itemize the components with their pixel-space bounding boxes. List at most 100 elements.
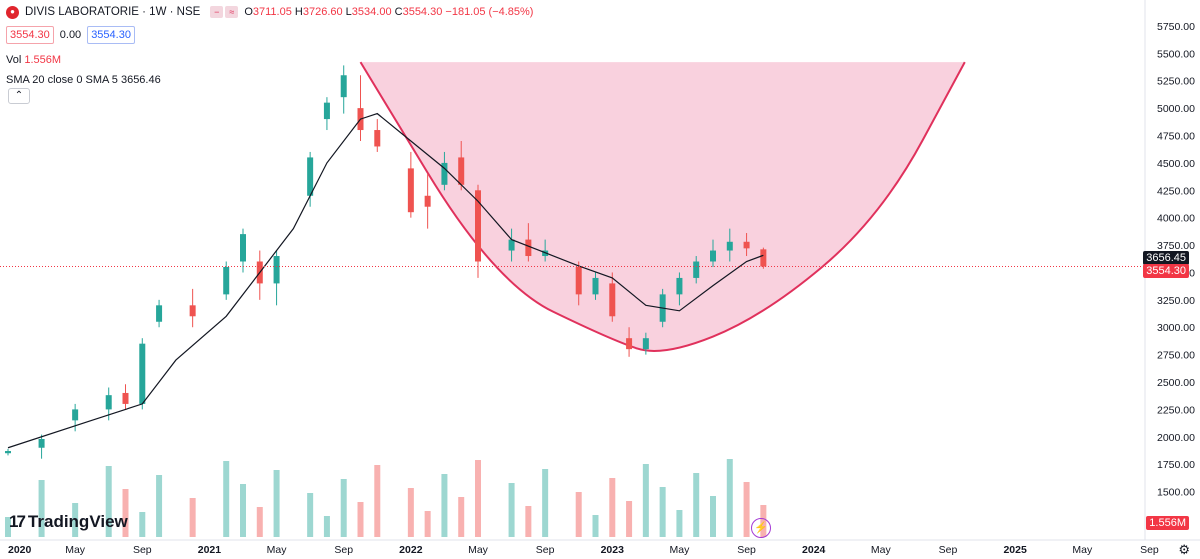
candle-body[interactable] <box>743 241 750 249</box>
volume-bar <box>592 515 599 537</box>
candle-body[interactable] <box>307 157 314 196</box>
volume-bar <box>307 493 314 537</box>
candle-body[interactable] <box>710 250 716 262</box>
time-tick-label: May <box>871 544 892 556</box>
volume-price-tag: 1.556M <box>1146 516 1189 530</box>
time-tick-label: Sep <box>536 544 555 556</box>
market-status-icon[interactable]: − <box>210 6 224 18</box>
time-tick-label: 2023 <box>601 544 625 556</box>
sma-legend[interactable]: SMA 20 close 0 SMA 5 3656.46 <box>6 74 161 86</box>
symbol-title[interactable]: DIVIS LABORATORIE · 1W · NSE <box>25 6 201 18</box>
price-tick-label: 4750.00 <box>1157 131 1195 143</box>
volume-bar <box>542 469 549 537</box>
candle-body[interactable] <box>374 130 381 147</box>
candle-body[interactable] <box>189 305 196 317</box>
gear-icon[interactable]: ⚙ <box>1178 542 1190 557</box>
volume-legend[interactable]: Vol 1.556M <box>6 54 62 66</box>
spread-value: 0.00 <box>59 29 82 41</box>
candle-body[interactable] <box>475 190 481 262</box>
sma-20-line[interactable] <box>7 112 764 449</box>
time-axis[interactable]: 2020 May Sep 2021 May Sep 2022 May Sep 2023 May Sep… <box>0 539 1200 556</box>
candle-body[interactable] <box>340 75 347 98</box>
delay-status-icon[interactable]: ≈ <box>225 6 239 18</box>
candle-body[interactable] <box>273 256 280 284</box>
candle-body[interactable] <box>642 338 649 350</box>
collapse-legend-button[interactable]: ⌃ <box>8 88 30 104</box>
candle-body[interactable] <box>122 392 129 404</box>
time-tick-label: 2020 <box>8 544 32 556</box>
volume-bar <box>743 482 750 537</box>
volume-bar <box>122 489 129 537</box>
price-tick-label: 4250.00 <box>1157 185 1195 197</box>
volume-bar <box>407 488 414 537</box>
price-tick-label: 2750.00 <box>1157 350 1195 362</box>
candle-body[interactable] <box>508 239 515 251</box>
cup-pattern-curve[interactable] <box>359 61 966 352</box>
tradingview-logo-icon: 17 <box>9 512 26 531</box>
volume-bar <box>357 502 364 537</box>
candle-body[interactable] <box>760 249 767 267</box>
volume-bar <box>659 487 666 537</box>
volume-bar <box>340 479 347 537</box>
price-tick-label: 2000.00 <box>1157 432 1195 444</box>
tradingview-watermark[interactable]: 17 TradingView <box>9 512 128 531</box>
candle-body[interactable] <box>458 157 465 185</box>
divis-logo-icon: ● <box>6 5 19 19</box>
ohlc-values: O3711.05 H3726.60 L3534.00 C3554.30 −181… <box>244 6 534 18</box>
time-tick-label: May <box>65 544 86 556</box>
volume-bar <box>424 511 431 537</box>
volume-bars <box>5 459 767 537</box>
price-tick-label: 5000.00 <box>1157 103 1195 115</box>
volume-bar <box>240 484 246 537</box>
candle-body[interactable] <box>407 168 414 213</box>
candle-body[interactable] <box>105 395 112 410</box>
candle-body[interactable] <box>676 277 683 295</box>
price-tick-label: 1750.00 <box>1157 459 1195 471</box>
candle-body[interactable] <box>5 451 11 454</box>
candle-body[interactable] <box>156 305 163 322</box>
volume-bar <box>525 506 532 537</box>
candle-body[interactable] <box>609 283 616 317</box>
candle-body[interactable] <box>441 162 448 185</box>
sell-price-box[interactable]: 3554.30 <box>6 26 54 44</box>
candle-body[interactable] <box>139 343 146 404</box>
candle-body[interactable] <box>38 438 45 448</box>
time-tick-label: 2025 <box>1003 544 1027 556</box>
price-tick-label: 5250.00 <box>1157 76 1195 88</box>
time-tick-label: 2024 <box>802 544 826 556</box>
candle-body[interactable] <box>525 239 532 257</box>
price-tick-label: 2250.00 <box>1157 404 1195 416</box>
cup-pattern-fill <box>360 62 965 351</box>
volume-bar <box>609 478 616 537</box>
volume-bar <box>156 475 163 537</box>
cup-pattern-drawing[interactable] <box>359 61 966 352</box>
volume-bar <box>458 497 465 537</box>
candle-body[interactable] <box>592 277 599 295</box>
lightning-icon[interactable]: ⚡ <box>751 518 771 538</box>
candle-body[interactable] <box>726 241 733 251</box>
volume-bar <box>38 480 45 537</box>
candle-body[interactable] <box>323 102 330 120</box>
price-tick-label: 4500.00 <box>1157 158 1195 170</box>
candle-body[interactable] <box>240 234 246 262</box>
volume-bar <box>475 460 481 537</box>
volume-bar <box>626 501 633 537</box>
price-tick-label: 5500.00 <box>1157 48 1195 60</box>
candle-body[interactable] <box>223 266 230 295</box>
status-pills[interactable]: − ≈ <box>210 6 239 18</box>
candle-body[interactable] <box>424 195 431 207</box>
volume-bar <box>710 496 716 537</box>
candle-body[interactable] <box>72 409 79 421</box>
candle-body[interactable] <box>575 266 582 295</box>
time-tick-label: May <box>1072 544 1093 556</box>
candle-body[interactable] <box>693 261 700 278</box>
price-tick-label: 2500.00 <box>1157 377 1195 389</box>
buy-price-box[interactable]: 3554.30 <box>87 26 135 44</box>
price-axis[interactable]: 1500.00 1750.00 2000.00 2250.00 2500.00 2750.… <box>1144 0 1195 540</box>
sma-price-tag: 3656.45 <box>1143 251 1189 265</box>
time-tick-label: Sep <box>133 544 152 556</box>
candle-body[interactable] <box>626 338 633 350</box>
volume-bar <box>256 507 263 537</box>
volume-bar <box>189 498 196 537</box>
